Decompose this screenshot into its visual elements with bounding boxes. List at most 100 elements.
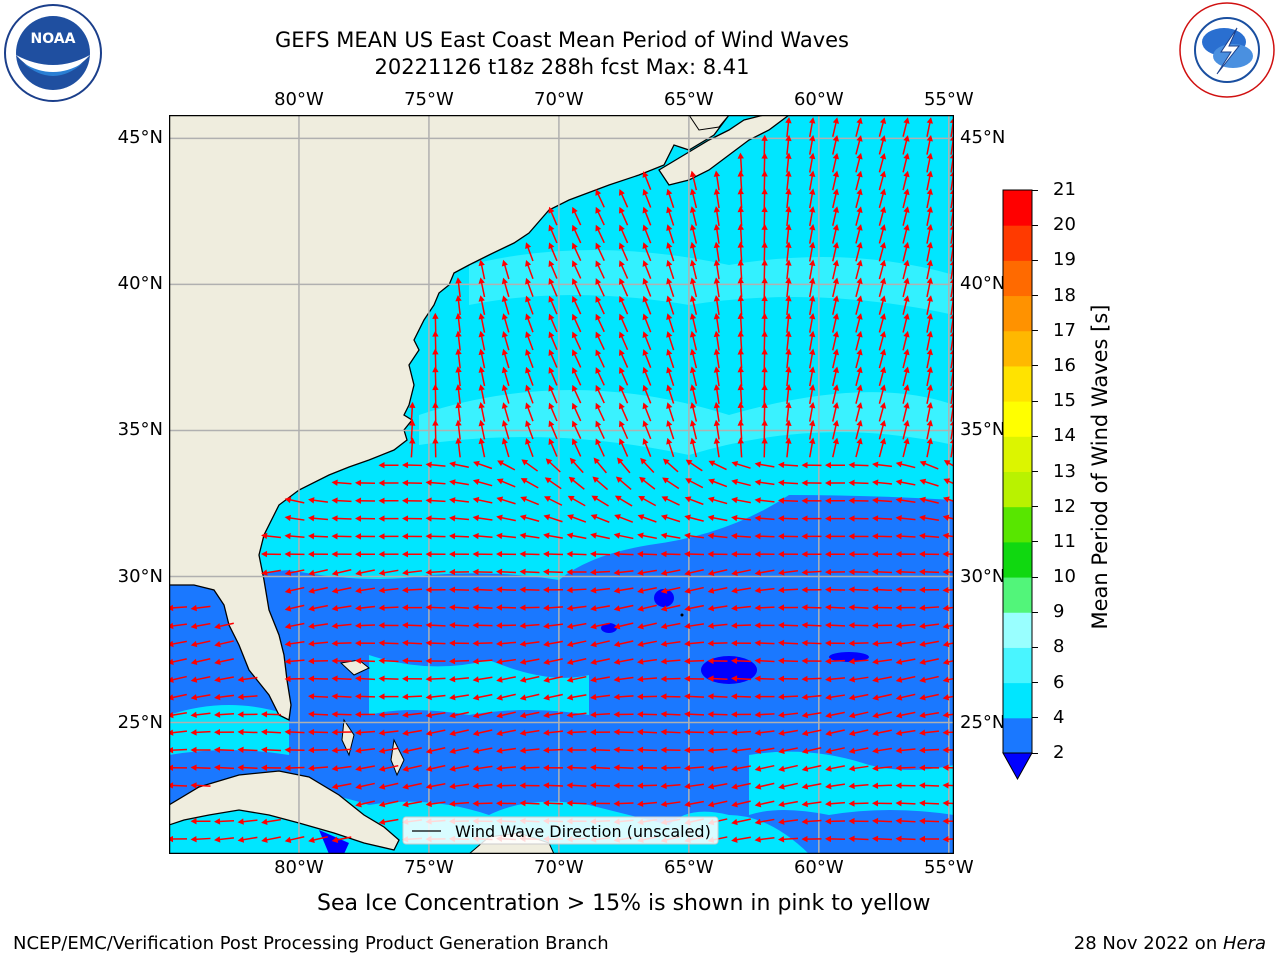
wind-wave-arrow <box>942 676 954 683</box>
colorbar-tick-label: 9 <box>1053 601 1065 623</box>
wind-wave-arrow <box>825 765 845 772</box>
wind-wave-arrow <box>902 366 910 387</box>
wind-wave-arrow <box>402 533 423 540</box>
wind-wave-arrow <box>402 675 423 682</box>
wind-wave-arrow <box>666 402 675 422</box>
wind-wave-arrow <box>472 514 493 522</box>
wind-wave-arrow <box>832 206 840 226</box>
wind-wave-arrow <box>261 764 282 771</box>
wind-wave-arrow <box>613 676 634 683</box>
wind-wave-arrow <box>190 746 211 754</box>
wind-wave-arrow <box>214 711 235 718</box>
wind-wave-arrow <box>378 479 399 487</box>
wind-wave-arrow <box>848 550 869 558</box>
wind-wave-arrow <box>801 497 822 504</box>
wind-wave-arrow <box>895 568 916 575</box>
wind-wave-arrow <box>425 515 446 522</box>
wind-wave-arrow <box>261 728 282 736</box>
wind-wave-arrow <box>895 817 916 825</box>
wind-wave-arrow <box>825 586 846 593</box>
wind-wave-arrow <box>520 478 539 489</box>
wind-wave-arrow <box>754 533 775 540</box>
wind-wave-arrow <box>684 514 704 522</box>
wind-wave-arrow <box>614 514 634 523</box>
wind-wave-arrow <box>731 800 751 808</box>
wind-wave-arrow <box>737 401 744 422</box>
wind-wave-arrow <box>660 604 681 612</box>
latitude-label-right: 25°N <box>960 711 1006 733</box>
wind-wave-arrow <box>689 348 698 369</box>
longitude-label-top: 60°W <box>793 89 844 110</box>
wind-wave-arrow <box>895 693 916 701</box>
wind-wave-arrow <box>848 586 869 593</box>
footer-date-text: 28 Nov 2022 on <box>1073 933 1223 954</box>
colorbar-tick-mark <box>1032 752 1038 754</box>
wind-wave-arrow <box>615 476 632 491</box>
wind-wave-arrow <box>832 402 840 422</box>
colorbar-tick-mark <box>1032 400 1038 402</box>
nws-logo <box>1177 0 1277 100</box>
wind-wave-arrow <box>308 693 329 700</box>
wind-wave-arrow <box>637 764 658 771</box>
wind-wave-arrow <box>595 278 605 297</box>
wind-wave-arrow <box>872 817 893 825</box>
wind-wave-arrow <box>595 313 605 333</box>
wind-wave-arrow <box>809 170 816 191</box>
wave-period-patch <box>169 705 289 755</box>
wind-wave-arrow <box>684 622 704 630</box>
wind-wave-arrow <box>713 366 721 387</box>
wind-wave-arrow <box>707 496 728 505</box>
colorbar-extend-arrow <box>1002 752 1033 781</box>
wind-wave-arrow <box>761 330 768 351</box>
wind-wave-arrow <box>878 313 887 333</box>
wind-wave-arrow <box>754 782 775 790</box>
wind-wave-arrow <box>737 241 744 262</box>
longitude-label-bottom: 65°W <box>664 857 714 878</box>
wind-wave-arrow <box>190 675 211 683</box>
wind-wave-arrow <box>501 437 510 458</box>
wind-wave-arrow <box>660 693 681 700</box>
wind-wave-arrow <box>548 438 558 457</box>
wind-wave-arrow <box>590 800 611 807</box>
wind-wave-arrow <box>926 170 933 191</box>
wind-wave-arrow <box>872 835 893 842</box>
wind-wave-arrow <box>378 622 399 629</box>
wind-wave-arrow <box>919 460 939 470</box>
wind-wave-arrow <box>761 188 768 209</box>
wind-wave-arrow <box>566 694 587 701</box>
wind-wave-arrow <box>848 676 869 683</box>
wind-wave-arrow <box>895 640 916 647</box>
wind-wave-arrow <box>942 532 954 540</box>
wind-wave-arrow <box>731 622 752 629</box>
wind-wave-arrow <box>660 550 681 558</box>
wind-wave-arrow <box>449 765 469 772</box>
wind-wave-arrow <box>595 402 605 422</box>
wind-wave-arrow <box>872 497 893 504</box>
wind-wave-arrow <box>855 277 863 298</box>
wind-wave-arrow <box>284 658 305 665</box>
wind-wave-arrow <box>832 117 840 137</box>
wind-wave-arrow <box>778 747 798 754</box>
wind-wave-arrow <box>713 348 721 369</box>
wind-wave-arrow <box>618 313 629 333</box>
colorbar-tick-label: 10 <box>1053 566 1076 588</box>
wind-wave-arrow <box>801 604 822 611</box>
wind-wave-arrow <box>496 640 517 647</box>
wind-wave-arrow <box>618 349 629 368</box>
wind-wave-arrow <box>878 259 887 280</box>
colorbar-tick-mark <box>1032 259 1038 261</box>
wind-wave-arrow <box>825 533 846 540</box>
wind-wave-arrow <box>543 568 564 576</box>
wind-wave-arrow <box>613 693 634 701</box>
wind-wave-arrow <box>801 711 822 719</box>
wind-wave-arrow <box>190 604 211 612</box>
wind-wave-arrow <box>707 532 728 540</box>
wind-wave-arrow <box>902 419 910 440</box>
wind-wave-arrow <box>825 818 846 825</box>
colorbar-tick-mark <box>1032 682 1038 684</box>
colorbar-segment <box>1003 577 1032 613</box>
wind-wave-arrow <box>566 532 587 540</box>
wind-wave-arrow <box>809 401 816 422</box>
wind-wave-arrow <box>902 348 910 369</box>
wind-wave-arrow <box>713 170 721 191</box>
